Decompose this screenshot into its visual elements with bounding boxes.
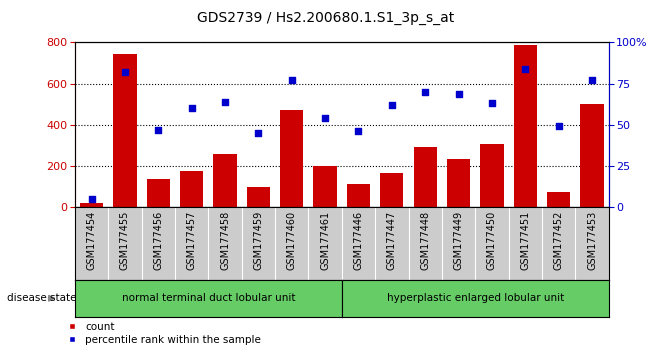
Point [520,66,531,72]
Point [220,99,230,104]
Text: GSM177447: GSM177447 [387,211,397,270]
Text: GSM177452: GSM177452 [553,211,564,270]
Bar [514,45,537,207]
Bar [447,159,470,207]
Bar [214,154,237,207]
Text: GDS2739 / Hs2.200680.1.S1_3p_s_at: GDS2739 / Hs2.200680.1.S1_3p_s_at [197,11,454,25]
Point [487,101,497,106]
Bar [113,54,137,207]
Point [87,196,97,202]
Bar [547,192,570,207]
Text: GSM177449: GSM177449 [454,211,464,270]
Text: GSM177459: GSM177459 [253,211,264,270]
Text: GSM177453: GSM177453 [587,211,597,270]
Bar [247,187,270,207]
Text: GSM177456: GSM177456 [153,211,163,270]
Text: GSM177458: GSM177458 [220,211,230,270]
Text: hyperplastic enlarged lobular unit: hyperplastic enlarged lobular unit [387,293,564,303]
Point [387,102,397,108]
Point [353,129,364,134]
Bar [380,173,404,207]
Text: GSM177450: GSM177450 [487,211,497,270]
Bar [480,144,504,207]
Text: GSM177455: GSM177455 [120,211,130,270]
Text: GSM177446: GSM177446 [353,211,363,270]
Point [153,127,163,132]
Point [253,130,264,136]
Text: GSM177461: GSM177461 [320,211,330,270]
Point [120,69,130,75]
Point [420,89,430,95]
Bar [280,110,303,207]
Text: GSM177454: GSM177454 [87,211,96,270]
Bar [347,184,370,207]
Bar [146,179,170,207]
Bar [80,203,104,207]
Bar [413,147,437,207]
Bar [580,104,603,207]
Point [587,78,597,83]
Point [186,105,197,111]
Text: GSM177460: GSM177460 [286,211,297,270]
Text: normal terminal duct lobular unit: normal terminal duct lobular unit [122,293,295,303]
Text: GSM177451: GSM177451 [520,211,531,270]
Point [320,115,330,121]
Text: GSM177457: GSM177457 [187,211,197,270]
Bar [180,171,203,207]
Text: GSM177448: GSM177448 [420,211,430,270]
Bar [313,166,337,207]
Text: disease state: disease state [7,293,76,303]
Point [286,78,297,83]
Legend: count, percentile rank within the sample: count, percentile rank within the sample [57,317,266,349]
Point [553,124,564,129]
Point [453,91,464,96]
